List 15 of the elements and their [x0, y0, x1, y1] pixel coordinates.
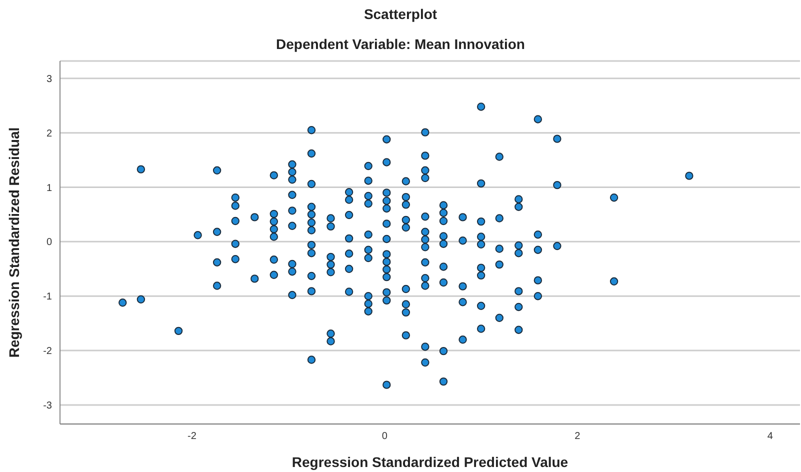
y-tick-label: -1	[43, 292, 52, 303]
x-tick-label: -2	[188, 431, 197, 442]
chart-title: Scatterplot	[362, 6, 438, 22]
y-axis-title: Regression Standardized Residual	[6, 127, 22, 358]
chart-subtitle: Dependent Variable: Mean Innovation	[275, 36, 526, 52]
y-tick-label: 3	[46, 74, 52, 85]
y-tick-label: -2	[43, 346, 52, 358]
y-tick-label: 0	[46, 237, 52, 248]
y-tick-label: -3	[43, 400, 52, 412]
x-axis-title: Regression Standardized Predicted Value	[292, 454, 568, 470]
x-tick-label: 0	[382, 431, 388, 442]
x-tick-label: 2	[574, 431, 581, 442]
y-tick-label: 2	[46, 128, 52, 140]
y-tick-label: 1	[46, 182, 52, 194]
x-tick-label: 4	[767, 431, 774, 442]
